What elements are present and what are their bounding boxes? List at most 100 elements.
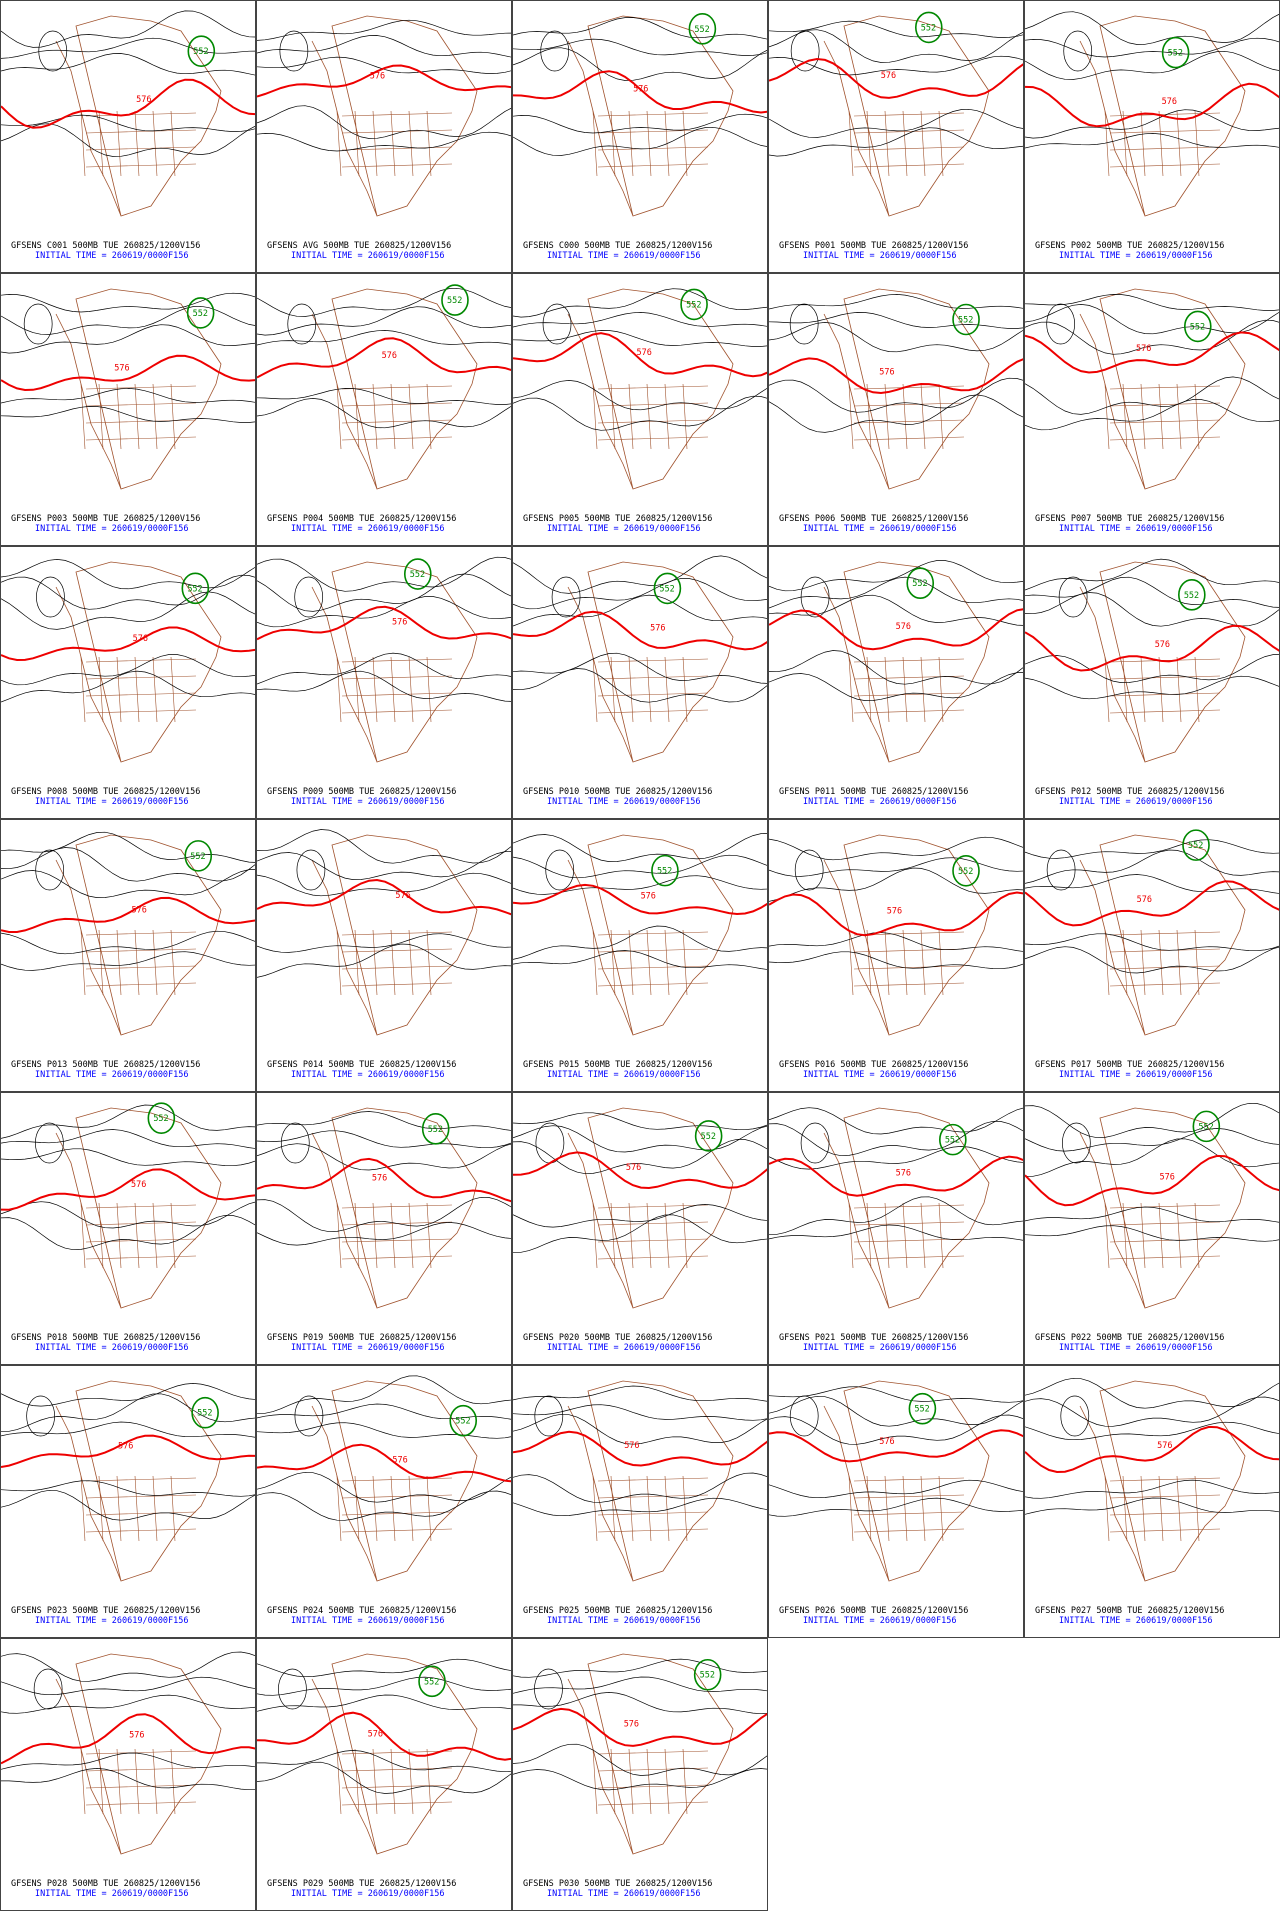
contour [1, 1214, 255, 1251]
state-line [98, 110, 104, 177]
coastline [55, 561, 222, 763]
coastline [1079, 561, 1246, 763]
initial-time: INITIAL TIME = 260619/0000F156 [547, 797, 701, 807]
map: 576 552 GFSENS P022 500MB TUE 260825/1200V… [1025, 1102, 1279, 1353]
state-line [628, 110, 634, 177]
state-line [1109, 1238, 1221, 1243]
low-center [33, 1668, 63, 1710]
state-line [682, 110, 688, 177]
low-center [545, 849, 575, 891]
state-line [610, 383, 616, 450]
contour-label: 576 [136, 95, 151, 105]
map: 576 GFSENS P025 500MB TUE 260825/1200V156… [513, 1380, 767, 1626]
state-line [341, 709, 453, 714]
contour [769, 1479, 1023, 1499]
state-line [408, 1748, 414, 1815]
contour-label: 552 [657, 867, 672, 877]
map-panel: 576 GFSENS P014 500MB TUE 260825/1200V156… [256, 819, 512, 1092]
state-line [336, 110, 342, 177]
state-line [341, 436, 453, 441]
contour-576 [257, 878, 511, 916]
state-line [1109, 1221, 1221, 1226]
map: 576 552 GFSENS P010 500MB TUE 260825/1200V… [513, 555, 767, 807]
map-panel: 576 552 GFSENS P018 500MB TUE 260825/1200V… [0, 1092, 256, 1365]
initial-time: INITIAL TIME = 260619/0000F156 [35, 1343, 189, 1353]
contour-576 [769, 57, 1023, 99]
coastline [1079, 15, 1246, 217]
state-line [1122, 929, 1128, 996]
contour [257, 573, 511, 612]
run-label: GFSENS C001 500MB TUE 260825/1200V156 [11, 241, 200, 251]
contour [257, 35, 511, 58]
map-panel: 576 552 GFSENS P026 500MB TUE 260825/1200V… [768, 1365, 1024, 1638]
contour-label: 552 [424, 1677, 439, 1687]
state-line [853, 1528, 965, 1533]
run-label: GFSENS P002 500MB TUE 260825/1200V156 [1035, 241, 1224, 251]
contour-576 [1, 626, 255, 662]
low-center [38, 30, 68, 72]
contour [257, 1196, 511, 1233]
coastline [823, 1107, 990, 1309]
map: 576 GFSENS AVG 500MB TUE 260825/1200V156I… [257, 15, 511, 261]
state-line [682, 656, 688, 723]
state-line [1109, 385, 1221, 390]
coastline [55, 288, 222, 490]
map-panel: 576 GFSENS P027 500MB TUE 260825/1200V156… [1024, 1365, 1280, 1638]
contour-552 [449, 1404, 478, 1437]
state-line [592, 656, 598, 723]
contour [1025, 576, 1279, 608]
low-center [1063, 30, 1093, 72]
state-line [902, 929, 908, 996]
state-line [646, 383, 652, 450]
state-line [80, 1202, 86, 1269]
state-line [85, 436, 197, 441]
contour [513, 1214, 767, 1253]
contour-576 [257, 1711, 511, 1761]
contour-552 [181, 572, 210, 605]
initial-time: INITIAL TIME = 260619/0000F156 [1059, 524, 1213, 534]
map-panel: 576 552 GFSENS P007 500MB TUE 260825/1200V… [1024, 273, 1280, 546]
state-line [853, 112, 965, 117]
contour [1025, 294, 1279, 311]
state-line [848, 383, 854, 450]
map: 576 552 GFSENS P015 500MB TUE 260825/1200V… [513, 833, 767, 1080]
state-line [85, 1204, 197, 1209]
state-line [85, 965, 197, 970]
run-label: GFSENS P003 500MB TUE 260825/1200V156 [11, 514, 200, 524]
initial-time: INITIAL TIME = 260619/0000F156 [803, 251, 957, 261]
contour [1, 53, 255, 76]
state-line [354, 383, 360, 450]
contour [1025, 592, 1279, 627]
contour-576 [1, 1168, 255, 1211]
run-label: GFSENS P027 500MB TUE 260825/1200V156 [1035, 1606, 1224, 1616]
contour [1, 292, 255, 313]
contour-552 [1182, 829, 1210, 861]
state-line [646, 110, 652, 177]
state-line [85, 163, 197, 168]
state-line [152, 929, 158, 996]
map-panel: 576 552 GFSENS P004 500MB TUE 260825/1200V… [256, 273, 512, 546]
state-line [372, 110, 378, 177]
map: 576 552 GFSENS P004 500MB TUE 260825/1200V… [257, 284, 511, 534]
contour [513, 113, 767, 134]
map: 576 552 GFSENS P011 500MB TUE 260825/1200V… [769, 560, 1023, 807]
contour-label: 576 [118, 1441, 133, 1451]
initial-time: INITIAL TIME = 260619/0000F156 [291, 797, 445, 807]
state-line [341, 1801, 453, 1806]
state-line [372, 1475, 378, 1542]
state-line [664, 656, 670, 723]
contour-label: 576 [1160, 1172, 1175, 1182]
state-line [902, 656, 908, 723]
state-line [853, 419, 965, 424]
low-center [278, 1668, 307, 1710]
state-line [1140, 383, 1146, 450]
contour [513, 833, 767, 862]
contour-576 [1025, 880, 1279, 927]
state-line [682, 1475, 688, 1542]
contour-552 [653, 572, 682, 605]
state-line [597, 1511, 709, 1516]
state-line [98, 929, 104, 996]
contour [1025, 1497, 1279, 1515]
contour-label: 552 [945, 1136, 960, 1146]
contour-552 [680, 288, 708, 321]
